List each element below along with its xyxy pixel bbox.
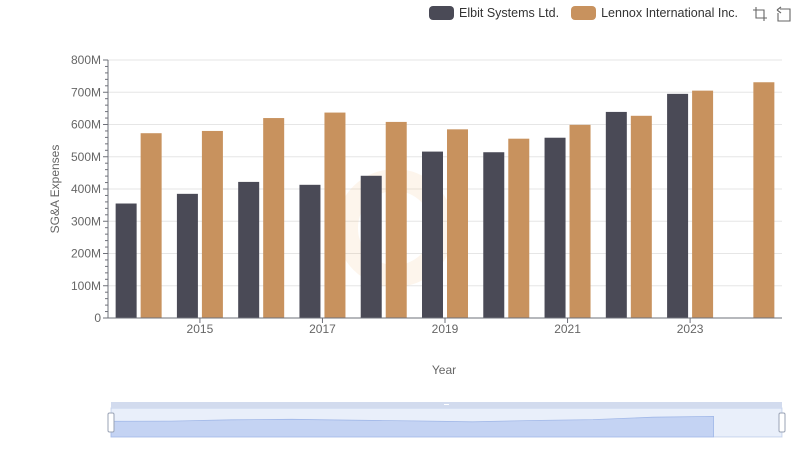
y-tick-label: 500M	[71, 150, 101, 164]
y-tick-label: 700M	[71, 85, 101, 99]
bar-elbit-2020[interactable]	[483, 152, 505, 318]
bar-elbit-2015[interactable]	[176, 193, 198, 318]
datazoom-handle-right[interactable]	[778, 412, 786, 433]
legend-item-lennox[interactable]: Lennox International Inc.	[571, 6, 738, 20]
data-zoom-slider[interactable]	[107, 402, 786, 438]
x-tick-label: 2017	[309, 322, 336, 336]
bar-elbit-2022[interactable]	[605, 111, 627, 318]
y-tick-label: 600M	[71, 118, 101, 132]
y-tick-label: 800M	[71, 53, 101, 67]
restore-icon[interactable]	[776, 6, 792, 22]
bar-lennox-2022[interactable]	[630, 115, 652, 318]
y-tick-label: 300M	[71, 214, 101, 228]
y-tick-label: 0	[94, 311, 101, 325]
bar-lennox-2016[interactable]	[263, 118, 285, 318]
legend-item-elbit[interactable]: Elbit Systems Ltd.	[429, 6, 559, 20]
x-tick-label: 2021	[554, 322, 581, 336]
x-tick-label: 2023	[677, 322, 704, 336]
x-tick-label: 2015	[187, 322, 214, 336]
bar-elbit-2019[interactable]	[422, 151, 443, 318]
axes: 0 100M 200M 300M 400M 500M 600M 700M 800M 2015 201…	[71, 53, 782, 336]
bar-lennox-2019[interactable]	[447, 129, 468, 318]
bar-lennox-2024[interactable]	[753, 82, 775, 318]
bar-elbit-2021[interactable]	[544, 137, 566, 318]
bar-elbit-2014[interactable]	[115, 203, 137, 318]
legend-label-lennox: Lennox International Inc.	[601, 6, 738, 20]
bar-lennox-2014[interactable]	[140, 133, 162, 318]
datazoom-selection[interactable]	[111, 408, 782, 437]
legend: Elbit Systems Ltd. Lennox International …	[429, 4, 738, 22]
bar-lennox-2017[interactable]	[324, 112, 346, 318]
bar-elbit-2018[interactable]	[360, 175, 382, 318]
x-axis-title: Year	[432, 363, 456, 377]
bar-lennox-2023[interactable]	[692, 90, 714, 318]
y-tick-label: 400M	[71, 182, 101, 196]
x-tick-label: 2019	[432, 322, 459, 336]
zoom-select-icon[interactable]	[752, 6, 768, 22]
bar-lennox-2015[interactable]	[201, 130, 223, 318]
bars	[115, 82, 775, 318]
datazoom-handle-left[interactable]	[107, 412, 115, 433]
datazoom-preview	[110, 415, 714, 438]
legend-swatch-elbit	[429, 6, 455, 20]
y-axis-title: SG&A Expenses	[48, 145, 62, 234]
bar-elbit-2017[interactable]	[299, 184, 321, 318]
y-tick-label: 100M	[71, 279, 101, 293]
bar-lennox-2020[interactable]	[508, 138, 530, 318]
bar-lennox-2021[interactable]	[569, 124, 591, 318]
legend-swatch-lennox	[571, 6, 597, 20]
y-tick-label: 200M	[71, 247, 101, 261]
bar-lennox-2018[interactable]	[385, 121, 407, 318]
bar-elbit-2023[interactable]	[667, 93, 689, 318]
bar-elbit-2016[interactable]	[238, 181, 260, 318]
legend-label-elbit: Elbit Systems Ltd.	[459, 6, 560, 20]
toolbox	[752, 6, 792, 22]
